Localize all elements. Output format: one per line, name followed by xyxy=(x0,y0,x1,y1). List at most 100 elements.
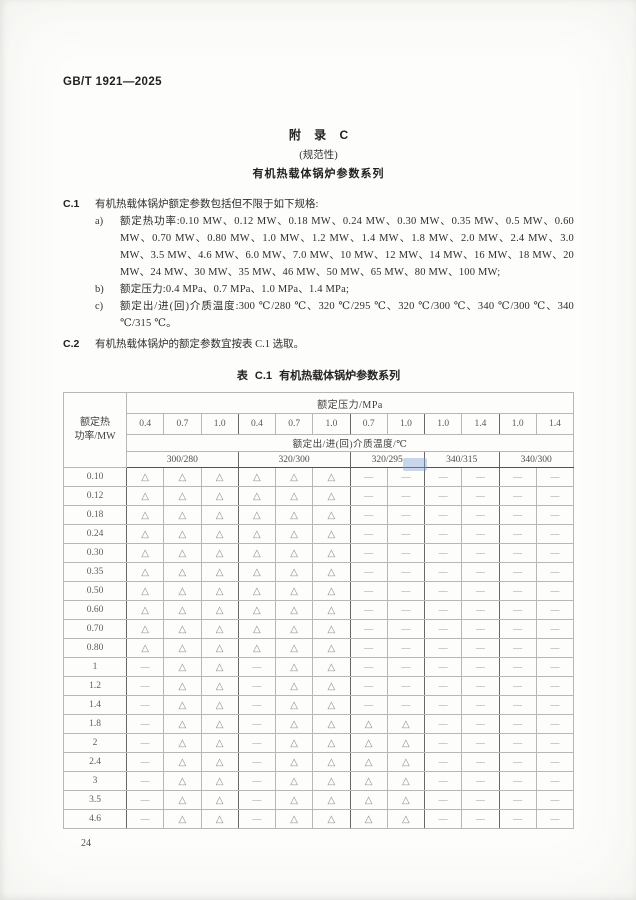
list-item-c-text: 额定出/进(回)介质温度:300 ℃/280 ℃、320 ℃/295 ℃、320… xyxy=(120,301,574,329)
mark-unavailable-cell: — xyxy=(125,657,165,677)
mark-unavailable-cell: — xyxy=(237,714,277,734)
power-value-cell: 1 xyxy=(63,657,127,677)
mark-selectable-cell: △ xyxy=(163,600,202,620)
mark-selectable-cell: △ xyxy=(237,638,277,658)
mark-unavailable-cell: — xyxy=(498,809,537,829)
mark-selectable-cell: △ xyxy=(312,714,351,734)
mark-unavailable-cell: — xyxy=(535,733,575,753)
mark-unavailable-cell: — xyxy=(349,600,388,620)
mark-unavailable-cell: — xyxy=(461,695,500,715)
power-value-cell: 0.80 xyxy=(63,638,127,658)
mark-selectable-cell: △ xyxy=(274,505,314,525)
mark-unavailable-cell: — xyxy=(423,638,463,658)
mark-selectable-cell: △ xyxy=(349,714,388,734)
mark-unavailable-cell: — xyxy=(498,600,537,620)
mark-selectable-cell: △ xyxy=(163,790,202,810)
mark-unavailable-cell: — xyxy=(237,771,277,791)
mark-unavailable-cell: — xyxy=(535,638,575,658)
table-row: 0.60 △ △ △ △ △ △ — — — — — — xyxy=(63,600,575,620)
mark-selectable-cell: △ xyxy=(200,676,239,696)
mark-unavailable-cell: — xyxy=(535,543,575,563)
mark-selectable-cell: △ xyxy=(274,600,314,620)
mark-selectable-cell: △ xyxy=(200,600,239,620)
appendix-normative-label: (规范性) xyxy=(299,150,338,161)
table-row: 0.18 △ △ △ △ △ △ — — — — — — xyxy=(63,505,575,525)
mark-unavailable-cell: — xyxy=(125,790,165,810)
table-row: 0.24 △ △ △ △ △ △ — — — — — — xyxy=(63,524,575,544)
scan-watermark-artifact xyxy=(403,458,427,471)
clause-c1-text: 有机热载体锅炉额定参数包括但不限于如下规格: xyxy=(95,199,319,210)
mark-unavailable-cell: — xyxy=(535,790,575,810)
mark-unavailable-cell: — xyxy=(237,809,277,829)
mark-unavailable-cell: — xyxy=(423,600,463,620)
mark-selectable-cell: △ xyxy=(386,733,426,753)
parameter-table: 额定热 功率/MW 额定压力/MPa 0.4 0.7 1.0 0.4 0.7 1.0 0.7 1.0… xyxy=(63,392,575,829)
mark-unavailable-cell: — xyxy=(386,581,426,601)
power-value-cell: 4.6 xyxy=(63,809,127,829)
mark-unavailable-cell: — xyxy=(461,771,500,791)
mark-unavailable-cell: — xyxy=(349,467,388,487)
mark-unavailable-cell: — xyxy=(349,505,388,525)
mark-unavailable-cell: — xyxy=(498,619,537,639)
mark-unavailable-cell: — xyxy=(125,676,165,696)
mark-unavailable-cell: — xyxy=(349,581,388,601)
body-text: C.1 有机热载体锅炉额定参数包括但不限于如下规格: a) 额定热功率:0.10… xyxy=(63,196,574,353)
pressure-value-cell: 1.0 xyxy=(498,413,537,435)
mark-unavailable-cell: — xyxy=(423,771,463,791)
mark-selectable-cell: △ xyxy=(274,695,314,715)
mark-selectable-cell: △ xyxy=(125,619,165,639)
temperature-header: 额定出/进(回)介质温度/℃ xyxy=(126,434,574,452)
mark-selectable-cell: △ xyxy=(274,752,314,772)
mark-selectable-cell: △ xyxy=(163,562,202,582)
mark-selectable-cell: △ xyxy=(237,486,277,506)
mark-selectable-cell: △ xyxy=(349,733,388,753)
table-body: 0.10 △ △ △ △ △ △ — — — — — —0.12 △ △ △ △ △ △ — — — — — —0.18 △ △ △ △… xyxy=(63,467,575,829)
table-row: 0.30 △ △ △ △ △ △ — — — — — — xyxy=(63,543,575,563)
mark-unavailable-cell: — xyxy=(461,524,500,544)
power-header-line1: 额定热 xyxy=(80,417,110,428)
mark-unavailable-cell: — xyxy=(461,676,500,696)
mark-unavailable-cell: — xyxy=(237,657,277,677)
mark-unavailable-cell: — xyxy=(349,486,388,506)
pressure-value-cell: 1.0 xyxy=(386,413,426,435)
table-row: 0.80 △ △ △ △ △ △ — — — — — — xyxy=(63,638,575,658)
mark-unavailable-cell: — xyxy=(535,600,575,620)
table-row: 3.5— △ △ — △ △ △ △ — — — — xyxy=(63,790,575,810)
power-header-line2: 功率/MW xyxy=(74,431,116,442)
mark-selectable-cell: △ xyxy=(200,638,239,658)
mark-selectable-cell: △ xyxy=(237,467,277,487)
list-item-b: b) 额定压力:0.4 MPa、0.7 MPa、1.0 MPa、1.4 MPa; xyxy=(95,281,574,298)
clause-c2: C.2 有机热载体锅炉的额定参数宜按表 C.1 选取。 xyxy=(63,336,574,353)
clause-c2-text: 有机热载体锅炉的额定参数宜按表 C.1 选取。 xyxy=(95,339,305,350)
mark-selectable-cell: △ xyxy=(386,809,426,829)
mark-selectable-cell: △ xyxy=(237,505,277,525)
mark-selectable-cell: △ xyxy=(163,467,202,487)
mark-unavailable-cell: — xyxy=(535,676,575,696)
power-value-cell: 0.12 xyxy=(63,486,127,506)
mark-unavailable-cell: — xyxy=(423,486,463,506)
appendix-title: 附 录 C xyxy=(288,128,349,142)
table-row: 1.4— △ △ — △ △ — — — — — — xyxy=(63,695,575,715)
mark-selectable-cell: △ xyxy=(312,676,351,696)
pressure-value-cell: 0.4 xyxy=(125,413,165,435)
mark-selectable-cell: △ xyxy=(200,505,239,525)
pressure-value-cell: 1.0 xyxy=(200,413,239,435)
mark-unavailable-cell: — xyxy=(461,600,500,620)
power-value-cell: 2.4 xyxy=(63,752,127,772)
mark-unavailable-cell: — xyxy=(349,543,388,563)
mark-unavailable-cell: — xyxy=(423,619,463,639)
mark-unavailable-cell: — xyxy=(125,695,165,715)
power-value-cell: 0.10 xyxy=(63,467,127,487)
mark-unavailable-cell: — xyxy=(498,790,537,810)
mark-unavailable-cell: — xyxy=(125,714,165,734)
mark-selectable-cell: △ xyxy=(125,543,165,563)
mark-unavailable-cell: — xyxy=(423,562,463,582)
mark-unavailable-cell: — xyxy=(386,619,426,639)
table-row: 0.70 △ △ △ △ △ △ — — — — — — xyxy=(63,619,575,639)
mark-unavailable-cell: — xyxy=(125,733,165,753)
power-value-cell: 1.8 xyxy=(63,714,127,734)
mark-selectable-cell: △ xyxy=(312,619,351,639)
mark-selectable-cell: △ xyxy=(125,486,165,506)
mark-unavailable-cell: — xyxy=(461,543,500,563)
mark-selectable-cell: △ xyxy=(163,752,202,772)
